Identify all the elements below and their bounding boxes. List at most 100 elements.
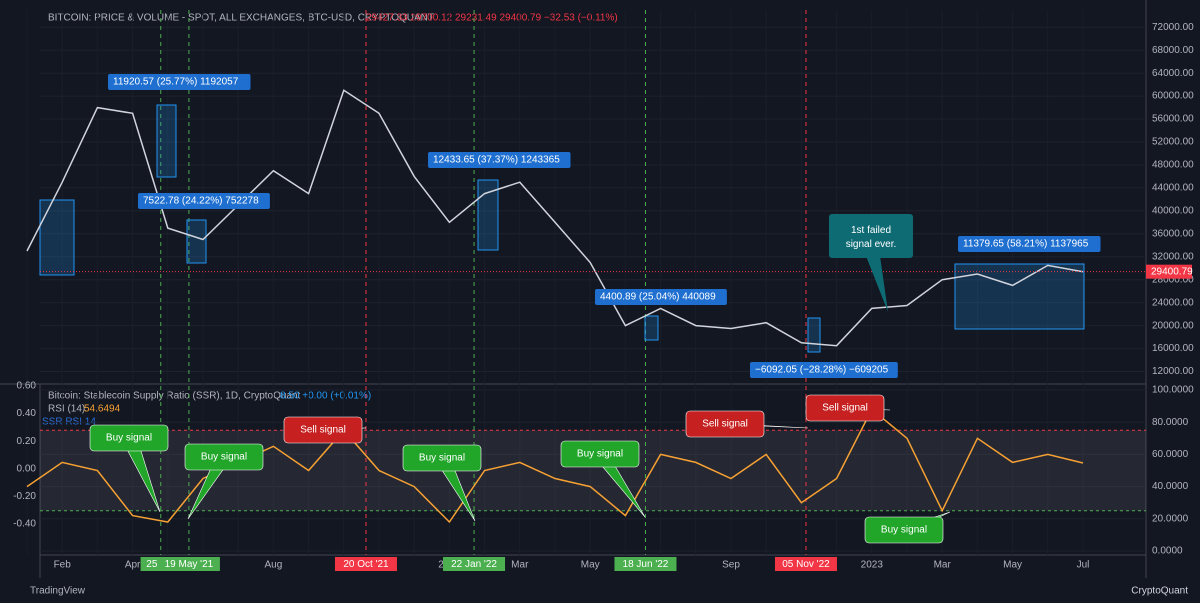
measure-tag xyxy=(958,236,1101,252)
y-tick-label: 80.0000 xyxy=(1152,417,1189,428)
legend-value: 54.6494 xyxy=(84,404,121,415)
y-tick-label: 64000.00 xyxy=(1152,68,1194,79)
event-tag xyxy=(443,557,506,571)
grid xyxy=(26,10,1146,555)
x-tick-label: Sep xyxy=(722,560,740,571)
signal-box xyxy=(805,394,885,422)
x-tick-label: Jul xyxy=(1077,560,1090,571)
measure-tag xyxy=(428,152,571,168)
signal-label: Buy signal xyxy=(881,525,927,536)
y-tick-label: 52000.00 xyxy=(1152,137,1194,148)
chart-title: BITCOIN: PRICE & VOLUME - SPOT, ALL EXCH… xyxy=(48,13,434,24)
signal-label: Sell signal xyxy=(300,425,346,436)
measure-label: 7522.78 (24.22%) 752278 xyxy=(143,196,259,207)
legend-name: RSI (14) xyxy=(48,404,85,415)
y-tick-label: 12000.00 xyxy=(1152,366,1194,377)
x-tick-label: Feb xyxy=(54,560,72,571)
y-tick-label: 60000.00 xyxy=(1152,91,1194,102)
signal-box xyxy=(685,410,765,438)
signal-box xyxy=(402,444,482,472)
x-tick-label: Apr xyxy=(125,560,141,571)
signal-box xyxy=(89,424,169,452)
signal-label: Buy signal xyxy=(106,433,152,444)
y-tick-label: 20.0000 xyxy=(1152,513,1189,524)
event-label: 22 Jan '22 xyxy=(451,559,497,570)
y-tick-label: 16000.00 xyxy=(1152,343,1194,354)
y2-tick-label: -0.40 xyxy=(13,519,36,530)
footer-left: TradingView xyxy=(30,586,86,597)
event-tag xyxy=(157,557,220,571)
y-tick-label: 72000.00 xyxy=(1152,22,1194,33)
y-tick-label: 48000.00 xyxy=(1152,160,1194,171)
signal-label: Sell signal xyxy=(822,403,868,414)
y2-tick-label: 0.00 xyxy=(17,463,37,474)
note-box xyxy=(829,214,913,258)
range-box xyxy=(807,317,821,353)
y-tick-label: 32000.00 xyxy=(1152,251,1194,262)
signal-box xyxy=(560,440,640,468)
measure-label: 12433.65 (37.37%) 1243365 xyxy=(433,155,560,166)
x-tick-label: Mar xyxy=(934,560,952,571)
measure-tag xyxy=(750,362,898,378)
y-tick-label: 20000.00 xyxy=(1152,320,1194,331)
measure-label: −6092.05 (−28.28%) −609205 xyxy=(755,365,889,376)
range-box xyxy=(477,179,499,251)
price-tag xyxy=(1146,264,1192,279)
y-tick-label: 60.0000 xyxy=(1152,449,1189,460)
event-label: 19 May '21 xyxy=(165,559,214,570)
y-tick-label: 44000.00 xyxy=(1152,183,1194,194)
y-tick-label: 40.0000 xyxy=(1152,481,1189,492)
range-box xyxy=(156,104,177,178)
event-tag xyxy=(774,557,837,571)
measure-label: 4400.89 (25.04%) 440089 xyxy=(600,292,716,303)
x-tick-label: Mar xyxy=(511,560,529,571)
x-tick-label: Aug xyxy=(265,560,283,571)
measure-tag xyxy=(595,289,727,305)
footer-right: CryptoQuant xyxy=(1131,586,1188,597)
y-tick-label: 28000.00 xyxy=(1152,274,1194,285)
signal-label: Buy signal xyxy=(419,453,465,464)
y2-tick-label: -0.20 xyxy=(13,491,36,502)
signal-label: Buy signal xyxy=(577,449,623,460)
range-box xyxy=(644,315,659,341)
signal-box xyxy=(864,516,944,544)
x-tick-label: May xyxy=(581,560,600,571)
measure-label: 11920.57 (25.77%) 1192057 xyxy=(113,77,239,88)
measure-label: 11379.65 (58.21%) 1137965 xyxy=(963,239,1089,250)
y-tick-label: 36000.00 xyxy=(1152,228,1194,239)
measure-tag xyxy=(108,74,251,90)
y-tick-label: 24000.00 xyxy=(1152,297,1194,308)
y2-tick-label: 0.40 xyxy=(17,408,37,419)
line xyxy=(26,89,1084,347)
note: 1st failed signal ever. xyxy=(846,225,897,250)
signal-label: Buy signal xyxy=(201,452,247,463)
range-box xyxy=(39,199,75,276)
signal-label: Sell signal xyxy=(702,419,748,430)
measure-tag xyxy=(138,193,270,209)
x-tick-label: 2023 xyxy=(861,560,884,571)
y-tick-label: 56000.00 xyxy=(1152,114,1194,125)
x-tick-label: May xyxy=(1003,560,1022,571)
y-tick-label: 40000.00 xyxy=(1152,205,1194,216)
y-tick-label: 100.0000 xyxy=(1152,385,1194,396)
range-box xyxy=(186,219,207,264)
line xyxy=(26,408,1084,524)
y-tick-label: 68000.00 xyxy=(1152,45,1194,56)
ohlc: 29427.33 29700.12 29231.49 29400.79 −32.… xyxy=(366,13,618,24)
y2-tick-label: 0.20 xyxy=(17,436,37,447)
ssr-value: 8.50 +0.00 (+0.01%) xyxy=(280,391,371,402)
note-pointer xyxy=(866,256,888,312)
event-tag xyxy=(614,557,677,571)
event-label: 20 Oct '21 xyxy=(343,559,389,570)
panel-title: Bitcoin: Stablecoin Supply Ratio (SSR), … xyxy=(48,391,301,402)
signal-box xyxy=(184,443,264,471)
y-tick-label: 0.0000 xyxy=(1152,546,1183,557)
price-tag-label: 29400.79 xyxy=(1151,266,1193,277)
event-tag xyxy=(334,557,397,571)
event-label: 05 Nov '22 xyxy=(782,559,830,570)
y2-tick-label: 0.60 xyxy=(17,381,37,392)
signal-box xyxy=(283,416,363,444)
event-label: 18 Jun '22 xyxy=(623,559,669,570)
